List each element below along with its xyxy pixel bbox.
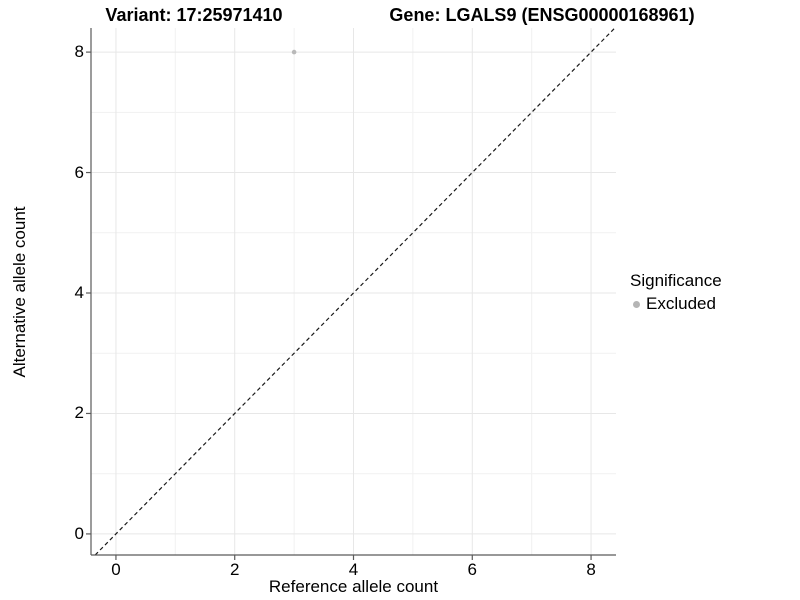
y-axis-title: Alternative allele count [10,206,29,378]
y-tick-label: 8 [74,42,84,62]
y-tick-label: 2 [74,403,84,423]
legend-title: Significance [630,271,722,290]
legend: Significance Excluded [630,271,722,314]
x-axis-title: Reference allele count [268,577,439,596]
data-point [291,49,297,55]
y-tick-label: 4 [74,283,84,302]
plot-title-gene: Gene: LGALS9 (ENSG00000168961) [389,5,695,25]
legend-entry-excluded: Excluded [633,294,722,314]
excluded-point-swatch-icon [633,300,640,308]
y-tick-label: 0 [74,523,84,543]
x-tick-label: 0 [111,560,121,579]
x-tick-label: 2 [229,560,240,579]
x-tick-label: 6 [467,560,477,579]
x-tick-label: 8 [586,560,596,579]
legend-entry-label: Excluded [646,294,716,313]
x-tick-label: 4 [348,560,359,579]
y-tick-label: 6 [74,162,84,182]
identity-reference-line [94,27,616,556]
plot-title-variant: Variant: 17:25971410 [105,5,283,25]
